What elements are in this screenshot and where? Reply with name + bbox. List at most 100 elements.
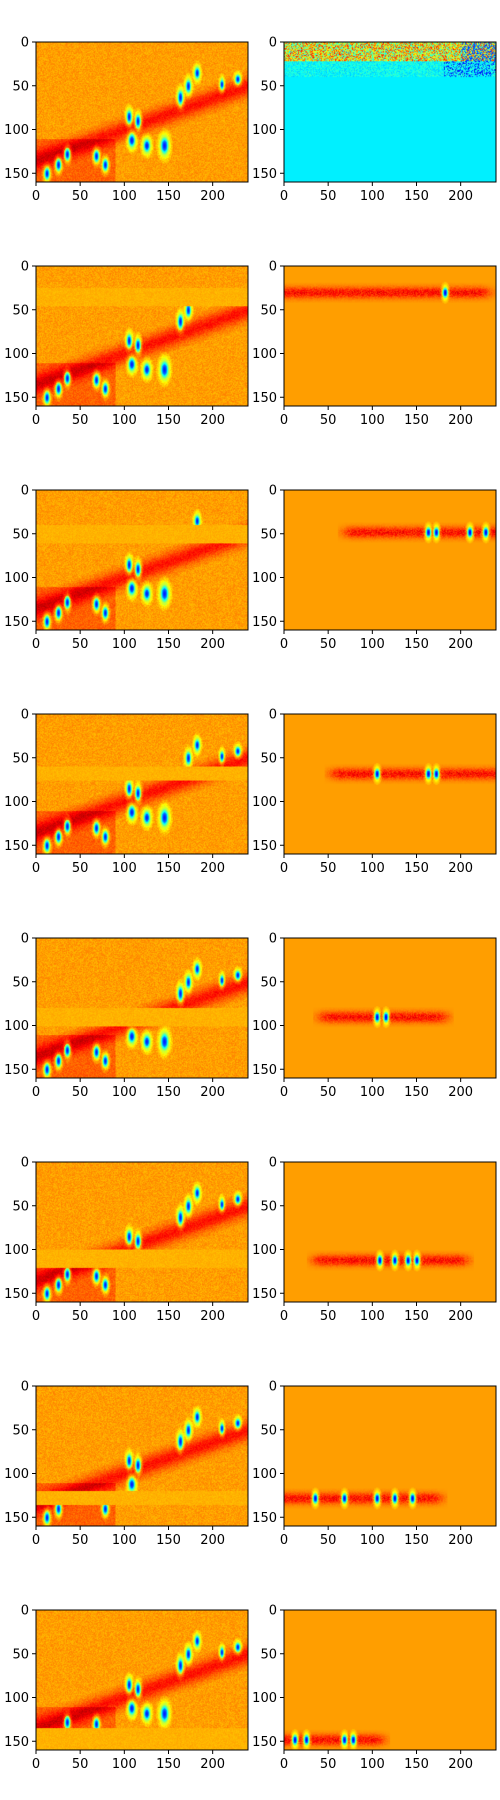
- x-tick-label: 0: [32, 189, 40, 204]
- x-tick-label: 200: [448, 637, 473, 652]
- heatmap-image: [36, 938, 248, 1078]
- axes-frame: [35, 1161, 249, 1303]
- panel-3-0: 0 50 100 150 200 0 50 100 150: [4, 708, 249, 876]
- x-tick-label: 0: [32, 861, 40, 876]
- panel-0-0: 0 50 100 150 200 0 50 100 150: [4, 36, 249, 204]
- axes-frame: [283, 41, 497, 183]
- axes-frame: [283, 265, 497, 407]
- panel-2-1: 0 50 100 150 200 0 50 100 150: [252, 484, 497, 652]
- heatmap-image: [284, 42, 496, 182]
- x-tick-label: 100: [112, 1085, 137, 1100]
- panel-6-1: 0 50 100 150 200 0 50 100 150: [252, 1380, 497, 1548]
- y-tick-label: 0: [21, 708, 29, 723]
- x-tick-label: 200: [200, 1309, 225, 1324]
- x-tick-label: 100: [112, 1309, 137, 1324]
- x-tick-label: 100: [112, 861, 137, 876]
- x-tick-label: 0: [280, 1757, 288, 1772]
- x-tick-label: 0: [32, 1533, 40, 1548]
- y-tick-label: 0: [269, 708, 277, 723]
- y-tick-label: 100: [4, 1243, 29, 1258]
- y-tick-label: 150: [252, 1511, 277, 1526]
- x-tick-label: 0: [280, 1533, 288, 1548]
- x-tick-label: 150: [404, 1309, 429, 1324]
- x-tick-label: 100: [112, 1533, 137, 1548]
- panel-7-0: 0 50 100 150 200 0 50 100 150: [4, 1604, 249, 1772]
- x-tick-label: 200: [448, 861, 473, 876]
- y-tick-label: 50: [12, 79, 29, 94]
- x-tick-label: 100: [112, 1757, 137, 1772]
- x-tick-label: 150: [156, 861, 181, 876]
- x-tick-label: 0: [280, 861, 288, 876]
- x-tick-label: 50: [320, 1533, 337, 1548]
- x-tick-label: 100: [360, 637, 385, 652]
- x-tick-label: 0: [32, 413, 40, 428]
- heatmap-image: [36, 42, 248, 182]
- panel-2-0: 0 50 100 150 200 0 50 100 150: [4, 484, 249, 652]
- x-tick-label: 150: [156, 637, 181, 652]
- y-tick-label: 150: [252, 839, 277, 854]
- axes-frame: [283, 1385, 497, 1527]
- heatmap-image: [36, 1610, 248, 1750]
- y-tick-label: 50: [12, 975, 29, 990]
- x-tick-label: 150: [156, 189, 181, 204]
- y-tick-label: 100: [4, 795, 29, 810]
- x-tick-label: 50: [72, 861, 89, 876]
- y-tick-label: 0: [21, 932, 29, 947]
- y-tick-label: 0: [21, 484, 29, 499]
- x-tick-label: 100: [360, 413, 385, 428]
- x-tick-label: 50: [72, 1085, 89, 1100]
- y-tick-label: 100: [252, 1019, 277, 1034]
- x-tick-label: 0: [32, 637, 40, 652]
- y-tick-label: 100: [4, 571, 29, 586]
- x-tick-label: 0: [280, 413, 288, 428]
- x-tick-label: 150: [404, 1085, 429, 1100]
- y-tick-label: 150: [252, 615, 277, 630]
- y-tick-label: 50: [12, 1647, 29, 1662]
- x-tick-label: 0: [32, 1757, 40, 1772]
- x-tick-label: 200: [448, 1309, 473, 1324]
- y-tick-label: 150: [4, 615, 29, 630]
- y-tick-label: 100: [252, 1467, 277, 1482]
- panel-0-1: 0 50 100 150 200 0 50 100 150: [252, 36, 497, 204]
- y-tick-label: 0: [269, 1156, 277, 1171]
- x-tick-label: 50: [72, 1533, 89, 1548]
- y-tick-label: 0: [21, 1604, 29, 1619]
- x-tick-label: 50: [72, 189, 89, 204]
- panel-5-0: 0 50 100 150 200 0 50 100 150: [4, 1156, 249, 1324]
- x-tick-label: 150: [156, 1757, 181, 1772]
- x-tick-label: 0: [280, 189, 288, 204]
- y-tick-label: 0: [269, 1604, 277, 1619]
- y-tick-label: 100: [4, 1019, 29, 1034]
- x-tick-label: 50: [72, 1757, 89, 1772]
- y-tick-label: 50: [12, 751, 29, 766]
- heatmap-image: [284, 266, 496, 406]
- y-tick-label: 0: [269, 260, 277, 275]
- y-tick-label: 150: [252, 391, 277, 406]
- axes-frame: [35, 937, 249, 1079]
- x-tick-label: 50: [320, 1085, 337, 1100]
- x-tick-label: 200: [448, 1085, 473, 1100]
- x-tick-label: 150: [156, 1533, 181, 1548]
- y-tick-label: 150: [4, 1735, 29, 1750]
- x-tick-label: 150: [404, 1533, 429, 1548]
- x-tick-label: 0: [280, 1085, 288, 1100]
- y-tick-label: 0: [269, 932, 277, 947]
- x-tick-label: 100: [360, 1533, 385, 1548]
- panel-5-1: 0 50 100 150 200 0 50 100 150: [252, 1156, 497, 1324]
- x-tick-label: 200: [200, 413, 225, 428]
- x-tick-label: 150: [404, 1757, 429, 1772]
- y-tick-label: 0: [21, 1380, 29, 1395]
- y-tick-label: 50: [12, 1423, 29, 1438]
- heatmap-image: [36, 714, 248, 854]
- axes-frame: [35, 1385, 249, 1527]
- y-tick-label: 150: [4, 167, 29, 182]
- x-tick-label: 0: [32, 1309, 40, 1324]
- y-tick-label: 50: [12, 1199, 29, 1214]
- y-tick-label: 50: [12, 303, 29, 318]
- x-tick-label: 100: [112, 637, 137, 652]
- x-tick-label: 100: [360, 189, 385, 204]
- panel-4-0: 0 50 100 150 200 0 50 100 150: [4, 932, 249, 1100]
- x-tick-label: 100: [112, 189, 137, 204]
- y-tick-label: 150: [4, 1511, 29, 1526]
- panel-6-0: 0 50 100 150 200 0 50 100 150: [4, 1380, 249, 1548]
